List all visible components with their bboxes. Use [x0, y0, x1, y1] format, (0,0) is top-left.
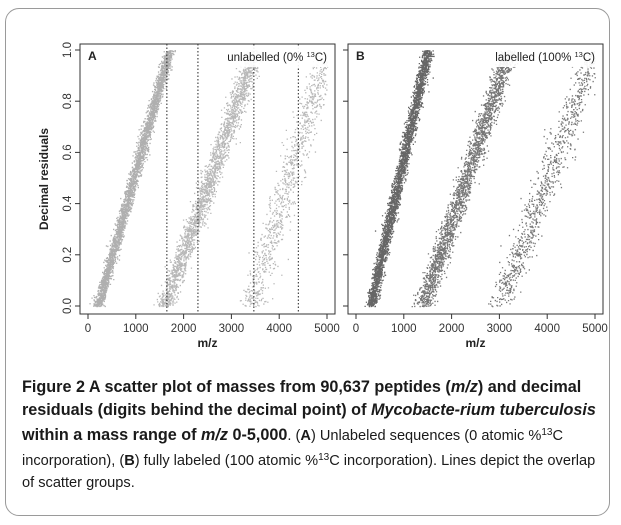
x-tick-label: 2000 — [439, 323, 465, 335]
panel-a-unlabelled: 0 1000 2000 3000 4000 5000 m/z 0.0 0.2 0.4 0.6 0.8 1… — [37, 42, 340, 350]
x-tick-label: 2000 — [171, 323, 197, 335]
legend-text: labelled (100% 13C) — [495, 50, 595, 64]
scatter-figure: 0 1000 2000 3000 4000 5000 m/z 0.0 0.2 0.4 0.6 0.8 1… — [37, 42, 608, 350]
x-axis-label: m/z — [197, 336, 217, 350]
scatter-band-2 — [153, 50, 266, 308]
scatter-points — [89, 50, 329, 308]
y-tick-label: 0.6 — [62, 144, 74, 160]
y-tick-label: 1.0 — [62, 42, 74, 58]
x-tick-label: 4000 — [266, 323, 292, 335]
scatter-band-1 — [89, 50, 176, 308]
y-tick-label: 0.0 — [62, 298, 74, 314]
panel-label: A — [88, 49, 97, 63]
x-tick-label: 0 — [353, 323, 359, 335]
scatter-band-1 — [364, 50, 435, 308]
panel-label: B — [356, 49, 365, 63]
y-tick-label: 0.8 — [62, 93, 74, 109]
x-tick-label: 4000 — [534, 323, 560, 335]
x-tick-label: 5000 — [314, 323, 340, 335]
x-tick-label: 1000 — [123, 323, 149, 335]
scatter-band-3 — [488, 50, 596, 308]
caption-title: Figure 2 A scatter plot of masses from 9… — [22, 378, 596, 444]
scatter-band-2 — [411, 50, 522, 308]
figure-caption: Figure 2 A scatter plot of masses from 9… — [22, 376, 607, 494]
y-tick-label: 0.4 — [62, 195, 74, 212]
caption-body: . (A) Unlabeled sequences (0 atomic %13C… — [22, 427, 596, 491]
legend-box — [211, 47, 333, 67]
x-tick-label: 3000 — [487, 323, 513, 335]
panel-b-labelled: 0 1000 2000 3000 4000 5000 m/z B labelled (100% … — [343, 43, 608, 350]
y-tick-label: 0.2 — [62, 247, 74, 263]
x-axis-label: m/z — [465, 336, 485, 350]
scatter-band-3 — [239, 50, 329, 308]
legend-text: unlabelled (0% 13C) — [227, 50, 327, 64]
x-tick-label: 3000 — [219, 323, 245, 335]
scatter-points — [364, 50, 596, 308]
x-tick-label: 1000 — [391, 323, 417, 335]
legend-box — [483, 47, 601, 67]
x-tick-label: 5000 — [582, 323, 608, 335]
plot-border — [79, 43, 336, 315]
x-tick-label: 0 — [85, 323, 91, 335]
plot-border — [347, 43, 604, 315]
y-axis-label: Decimal residuals — [37, 128, 51, 230]
